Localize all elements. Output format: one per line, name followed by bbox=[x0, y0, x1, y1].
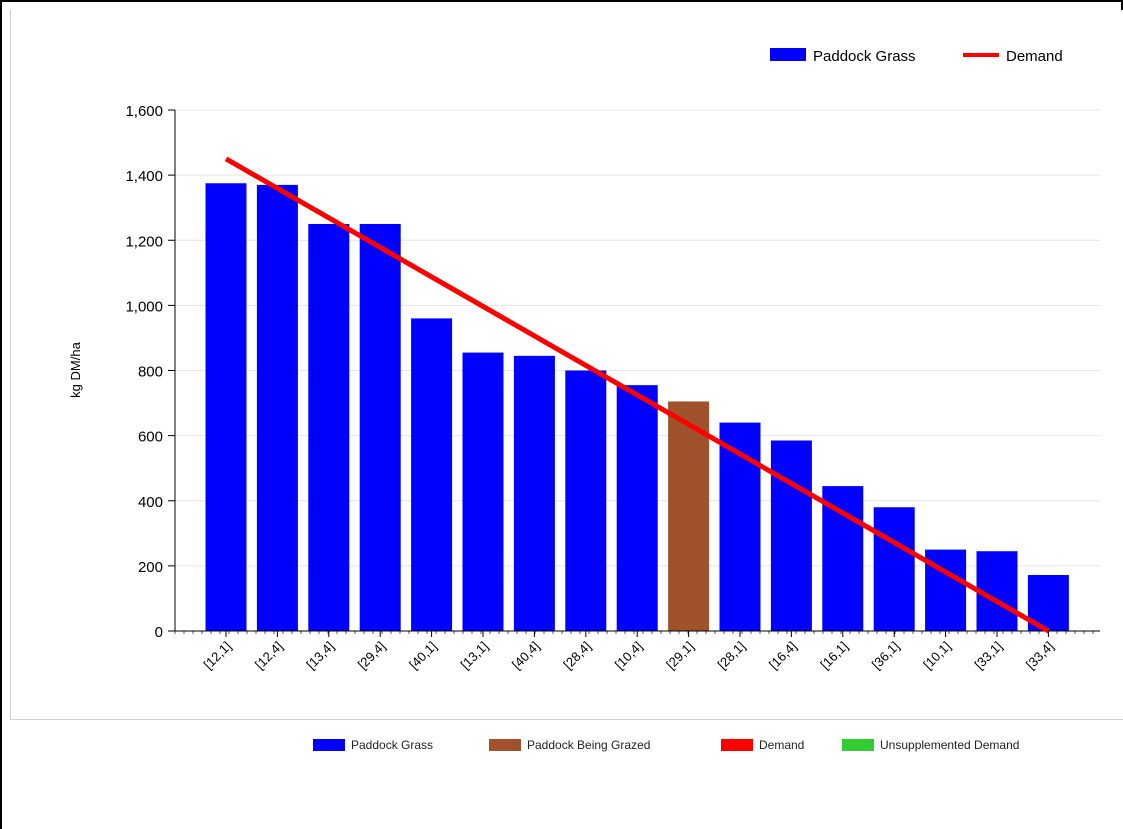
bottom-legend-swatch bbox=[489, 739, 521, 751]
bottom-legend-label: Paddock Being Grazed bbox=[527, 738, 651, 752]
y-tick-label: 800 bbox=[138, 364, 163, 381]
x-tick-label: [10,1] bbox=[920, 639, 954, 673]
y-tick-label: 1,400 bbox=[125, 168, 163, 185]
x-tick-label: [36,1] bbox=[869, 639, 903, 673]
x-tick-label: [12,4] bbox=[252, 639, 286, 673]
x-tick-label: [16,1] bbox=[817, 639, 851, 673]
paddock-grass-chart: 0 200 400 600 800 1,000 1,200 1,400 1,600 [12,1] [… bbox=[68, 48, 1100, 672]
bar bbox=[822, 486, 864, 631]
bar bbox=[770, 440, 812, 631]
y-tick-label: 400 bbox=[138, 494, 163, 511]
y-tick-label: 200 bbox=[138, 559, 163, 576]
window-top-border bbox=[0, 0, 1123, 2]
bottom-legend-swatch bbox=[313, 739, 345, 751]
top-legend-label: Paddock Grass bbox=[813, 48, 916, 65]
y-tick-label: 1,600 bbox=[125, 103, 163, 120]
bottom-legend-label: Paddock Grass bbox=[351, 738, 434, 752]
x-tick-label: [13,4] bbox=[303, 639, 337, 673]
x-tick-label: [16,4] bbox=[766, 639, 800, 673]
bar bbox=[411, 318, 453, 631]
top-legend: Paddock Grass Demand bbox=[770, 48, 1063, 65]
bar bbox=[256, 184, 298, 632]
bar bbox=[873, 507, 915, 631]
bottom-legend-item: Paddock Grass bbox=[313, 735, 433, 755]
bar bbox=[359, 223, 401, 631]
x-tick-label: [13,1] bbox=[458, 639, 492, 673]
bottom-legend-item: Unsupplemented Demand bbox=[842, 735, 1019, 755]
bar bbox=[668, 401, 710, 631]
x-tick-label: [33,4] bbox=[1023, 639, 1057, 673]
y-tick-label: 1,000 bbox=[125, 298, 163, 315]
x-tick-label: [28,4] bbox=[560, 639, 594, 673]
y-axis-label: kg DM/ha bbox=[68, 341, 83, 397]
y-tick-label: 0 bbox=[155, 624, 163, 641]
bottom-legend-item: Paddock Being Grazed bbox=[489, 735, 650, 755]
bar bbox=[513, 355, 555, 631]
bar bbox=[719, 422, 761, 631]
y-tick-label: 1,200 bbox=[125, 233, 163, 250]
x-tick-label: [29,1] bbox=[663, 639, 697, 673]
bar bbox=[462, 352, 504, 631]
bottom-legend-item: Demand bbox=[721, 735, 804, 755]
x-tick-label: [28,1] bbox=[715, 639, 749, 673]
window-right-border bbox=[1121, 0, 1123, 10]
top-legend-swatch bbox=[770, 48, 806, 61]
x-tick-label: [10,4] bbox=[612, 639, 646, 673]
axes: 0 200 400 600 800 1,000 1,200 1,400 1,600 [12,1] [… bbox=[125, 103, 1100, 672]
bottom-legend-label: Demand bbox=[759, 738, 805, 752]
x-tick-label: [12,1] bbox=[201, 639, 235, 673]
bottom-legend-swatch bbox=[721, 739, 753, 751]
y-tick-label: 600 bbox=[138, 429, 163, 446]
x-tick-label: [33,1] bbox=[972, 639, 1006, 673]
bar bbox=[308, 223, 350, 631]
chart-panel bbox=[10, 10, 1123, 720]
bottom-legend: Paddock Grass Paddock Being Grazed Demand U… bbox=[0, 735, 1123, 755]
x-tick-label: [29,4] bbox=[355, 639, 389, 673]
window-left-border bbox=[0, 0, 2, 829]
bar bbox=[565, 370, 607, 631]
bars bbox=[205, 183, 1069, 632]
x-tick-label: [40,4] bbox=[509, 639, 543, 673]
demand-line bbox=[224, 156, 1050, 634]
demand-line-layer bbox=[224, 156, 1050, 634]
bottom-legend-label: Unsupplemented Demand bbox=[880, 738, 1020, 752]
bar bbox=[205, 183, 247, 631]
x-tick-label: [40,1] bbox=[406, 639, 440, 673]
bar bbox=[616, 385, 658, 631]
bottom-legend-swatch bbox=[842, 739, 874, 751]
top-legend-label: Demand bbox=[1006, 48, 1063, 65]
